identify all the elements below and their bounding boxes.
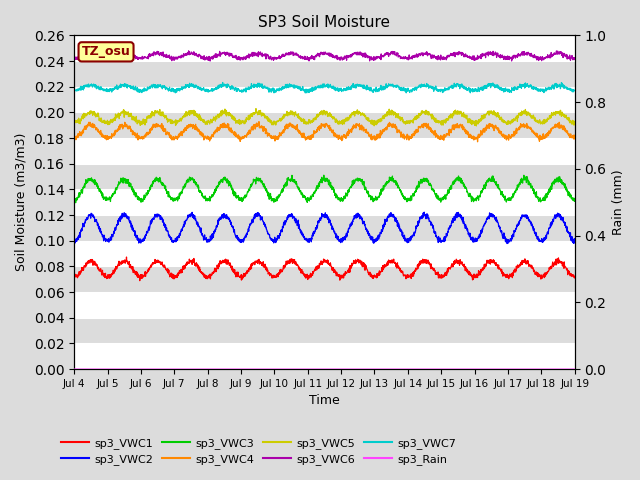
Text: TZ_osu: TZ_osu [82, 45, 131, 59]
Bar [74, 87, 575, 112]
Bar [74, 266, 575, 292]
Bar [74, 164, 575, 190]
Bar [74, 344, 575, 369]
Bar [74, 292, 575, 318]
Bar [74, 61, 575, 87]
Bar [74, 215, 575, 241]
Legend: sp3_VWC1, sp3_VWC2, sp3_VWC3, sp3_VWC4, sp3_VWC5, sp3_VWC6, sp3_VWC7, sp3_Rain: sp3_VWC1, sp3_VWC2, sp3_VWC3, sp3_VWC4, … [57, 433, 461, 469]
Bar [74, 138, 575, 164]
X-axis label: Time: Time [309, 395, 340, 408]
Bar [74, 190, 575, 215]
Bar [74, 241, 575, 266]
Y-axis label: Rain (mm): Rain (mm) [612, 169, 625, 235]
Y-axis label: Soil Moisture (m3/m3): Soil Moisture (m3/m3) [15, 133, 28, 271]
Title: SP3 Soil Moisture: SP3 Soil Moisture [259, 15, 390, 30]
Bar [74, 318, 575, 344]
Bar [74, 112, 575, 138]
Bar [74, 36, 575, 61]
